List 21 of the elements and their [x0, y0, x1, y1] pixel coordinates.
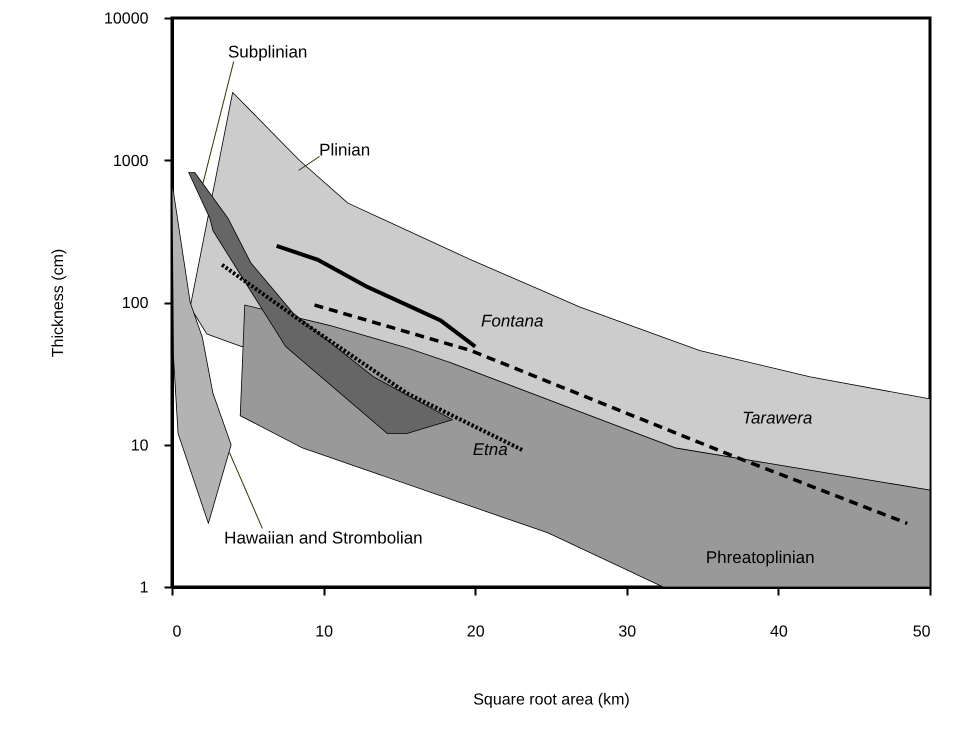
series-label: Fontana	[481, 312, 544, 331]
y-tick-label: 1	[140, 580, 149, 596]
x-tick-label: 50	[912, 624, 931, 640]
line-series	[274, 244, 478, 349]
y-tick-label: 1000	[112, 152, 149, 170]
y-axis-title: Thickness (cm)	[50, 248, 68, 358]
x-axis-title: Square root area (km)	[473, 692, 630, 708]
x-tick-label: 30	[618, 624, 636, 640]
x-tick-label: 20	[466, 624, 485, 640]
text: Subplinian	[228, 42, 308, 62]
y-tick-label: 100	[122, 295, 149, 312]
series-label: Etna	[472, 440, 508, 459]
x-tick-label: 10	[315, 624, 334, 640]
y-tick-label: 10	[130, 437, 149, 454]
y-tick-label: 10000	[104, 10, 149, 28]
series-label: Hawaiian and Strombolian	[224, 528, 423, 548]
x-tick-label: 0	[172, 624, 182, 640]
series-label: Plinian	[319, 140, 370, 160]
series-label: Tarawera	[742, 408, 812, 428]
x-tick-label: 40	[770, 624, 788, 640]
series-label: Phreatoplinian	[706, 548, 815, 567]
